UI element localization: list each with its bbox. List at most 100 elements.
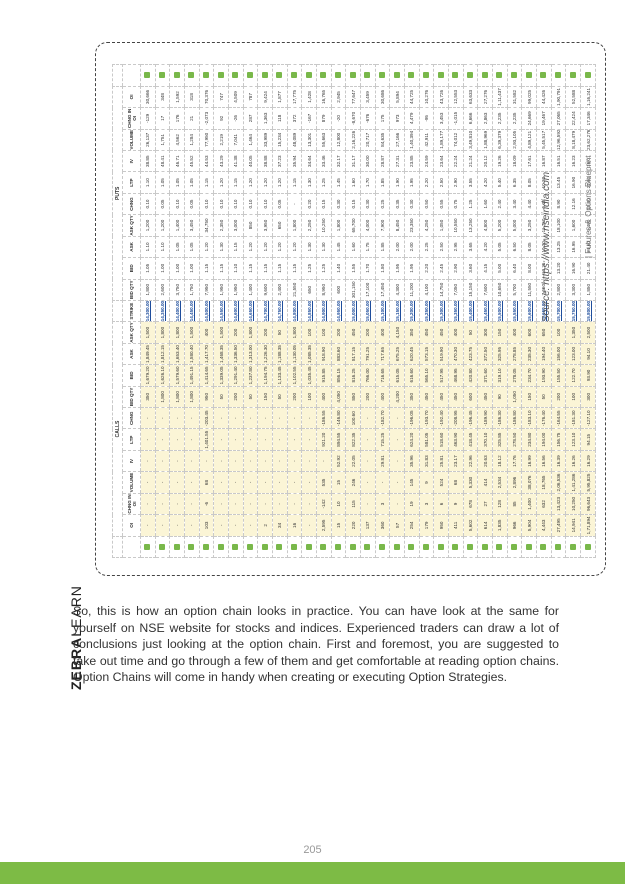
data-cell: 400 xyxy=(448,321,464,344)
data-cell: 414 xyxy=(477,471,493,494)
data-cell: 30,666 xyxy=(140,86,156,108)
data-cell: 1.25 xyxy=(463,193,478,215)
data-cell: 1,188.35 xyxy=(272,343,288,365)
icon-mark xyxy=(188,72,195,79)
data-cell: 200 xyxy=(228,386,244,408)
data-cell: 1.05 xyxy=(169,171,185,194)
chart-icon xyxy=(228,536,244,558)
icon-mark xyxy=(467,72,474,79)
data-cell: 4,250 xyxy=(419,214,434,237)
data-cell: 1,800 xyxy=(169,321,185,344)
data-cell: - xyxy=(243,493,258,515)
data-cell: 16.95 xyxy=(565,236,581,258)
data-cell: 30.00 xyxy=(360,150,376,172)
data-cell: 2,600 xyxy=(155,279,170,301)
data-cell: 100 xyxy=(565,386,581,408)
data-cell: 70,376 xyxy=(199,86,214,108)
data-cell: - xyxy=(301,407,317,429)
chart-icon xyxy=(316,536,332,558)
data-cell: 11,200 xyxy=(404,279,420,301)
data-cell: 13.25 xyxy=(551,236,566,258)
icon-mark xyxy=(203,72,210,79)
icon-mark xyxy=(291,543,298,550)
data-cell: 716.65 xyxy=(375,364,390,387)
data-cell: 1,500 xyxy=(213,321,229,344)
data-cell: 30,686 xyxy=(375,86,390,108)
chart-icon xyxy=(536,64,552,87)
data-cell: 96,643 xyxy=(580,493,596,515)
data-cell: - xyxy=(257,407,273,429)
strike-cell: 14,500.00 xyxy=(199,300,214,322)
strike-cell: 15,500.00 xyxy=(492,300,508,322)
data-cell: 5,700 xyxy=(507,279,522,301)
data-cell: 1,284 xyxy=(184,129,200,151)
data-cell: - xyxy=(360,450,376,472)
data-cell: 9,424 xyxy=(257,86,273,108)
data-cell: 517.95 xyxy=(433,364,449,387)
data-cell: 50 xyxy=(243,386,258,408)
data-cell: 1,16,241 xyxy=(580,86,596,108)
data-cell: 22.96 xyxy=(463,450,478,472)
data-cell: 200 xyxy=(287,386,302,408)
data-cell: - xyxy=(169,428,185,451)
data-cell: 16.90 xyxy=(565,171,581,194)
icon-mark xyxy=(423,72,430,79)
data-cell: 175 xyxy=(375,107,390,130)
data-cell: 12.16 xyxy=(565,193,581,215)
data-cell: - xyxy=(243,514,258,537)
data-cell: 787 xyxy=(243,86,258,108)
data-cell: 2 xyxy=(257,514,273,537)
data-cell: 1.15 xyxy=(228,236,244,258)
footer-bar xyxy=(0,862,625,884)
data-cell: -176.40 xyxy=(536,407,552,429)
data-cell: 2.20 xyxy=(419,171,434,194)
icon-mark xyxy=(496,543,503,550)
data-cell: 791.25 xyxy=(360,343,376,365)
column-header: OI xyxy=(122,86,141,108)
chain-row: 5,602 678 5,330 22.96 418.45 -196.45 600 420.80… xyxy=(463,64,478,558)
data-cell: 0.05 xyxy=(272,193,288,215)
data-cell: 1.10 xyxy=(155,236,170,258)
data-cell: - xyxy=(287,471,302,494)
data-cell: 42,911 xyxy=(419,129,434,151)
data-cell: 85 xyxy=(507,493,522,515)
data-cell: 74,012 xyxy=(448,129,464,151)
data-cell: -1,015 xyxy=(448,107,464,130)
data-cell: 822.35 xyxy=(345,428,361,451)
data-cell: 1.00 xyxy=(169,257,185,280)
data-cell: 10,276 xyxy=(419,86,434,108)
data-cell: 123.10 xyxy=(565,428,581,451)
data-cell: 1,194.75 xyxy=(257,364,273,387)
data-cell: 370.10 xyxy=(477,428,493,451)
icon-mark xyxy=(305,72,312,79)
data-cell: 23.64 xyxy=(433,150,449,172)
data-cell: 4.15 xyxy=(477,257,493,280)
icon-mark xyxy=(540,543,547,550)
data-cell: 5,200 xyxy=(492,214,508,237)
option-chain-table: CALLS PUTS OI CHNG IN OI VOLUME IV LTP CHNG BI… xyxy=(112,64,596,558)
data-cell: 0.55 xyxy=(433,193,449,215)
data-cell: -26 xyxy=(228,107,244,130)
data-cell: - xyxy=(169,450,185,472)
data-cell: 4,562 xyxy=(169,129,185,151)
chart-icon xyxy=(536,536,552,558)
column-header: BID xyxy=(122,364,141,387)
data-cell: - xyxy=(389,471,405,494)
data-cell: - xyxy=(243,407,258,429)
data-cell: -186.80 xyxy=(507,407,522,429)
chart-icon xyxy=(463,536,478,558)
data-cell: - xyxy=(228,471,244,494)
data-cell: 1,050 xyxy=(433,214,449,237)
data-cell: 41.38 xyxy=(228,150,244,172)
data-cell: 1.15 xyxy=(287,171,302,194)
data-cell: - xyxy=(184,514,200,537)
data-cell: 31.17 xyxy=(345,150,361,172)
data-cell: 918.90 xyxy=(316,343,332,365)
data-cell: 1,800 xyxy=(243,321,258,344)
data-cell: 103 xyxy=(199,514,214,537)
data-cell: 1,626.10 xyxy=(155,364,170,387)
data-cell: -181.30 xyxy=(565,407,581,429)
data-cell: - xyxy=(316,450,332,472)
data-cell: 34.64 xyxy=(301,150,317,172)
data-cell: 13.45 xyxy=(551,171,566,194)
